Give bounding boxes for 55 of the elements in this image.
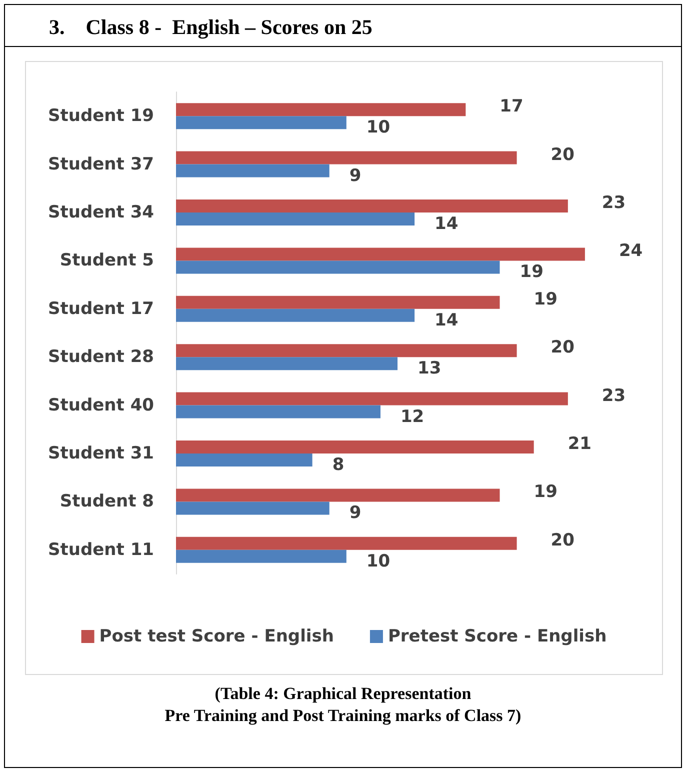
legend-label: Post test Score - English — [99, 626, 334, 646]
data-label: 9 — [349, 503, 362, 524]
bar — [176, 296, 500, 309]
data-label: 14 — [434, 310, 458, 330]
data-label: 17 — [500, 96, 524, 117]
data-label: 10 — [366, 118, 390, 138]
bar — [176, 164, 330, 178]
bar — [176, 260, 500, 274]
y-tick-label: Student 19 — [48, 106, 154, 126]
data-label: 10 — [366, 551, 390, 572]
y-tick-label: Student 11 — [48, 540, 154, 560]
bar — [176, 454, 312, 466]
bar — [176, 440, 534, 454]
y-tick-label: Student 37 — [48, 154, 154, 174]
data-label: 21 — [568, 434, 592, 454]
y-tick-label: Student 28 — [48, 347, 154, 368]
data-label: 19 — [534, 482, 558, 502]
y-tick-label: Student 8 — [60, 492, 154, 512]
bar — [176, 212, 415, 226]
data-label: 9 — [349, 166, 362, 186]
text: (Table 4: Graphical Representation — [214, 683, 472, 705]
bar — [176, 151, 517, 164]
bar — [176, 308, 415, 322]
bar — [176, 357, 398, 370]
bar — [176, 116, 346, 130]
data-label: 12 — [400, 406, 424, 427]
bar — [176, 392, 568, 406]
data-label: 19 — [534, 289, 558, 310]
bar — [176, 200, 568, 212]
y-tick-label: Student 17 — [48, 298, 154, 319]
bar — [176, 550, 346, 563]
data-label: 19 — [520, 262, 544, 282]
bar — [176, 488, 500, 502]
data-label: 14 — [434, 214, 458, 234]
y-tick-label: Student 40 — [48, 395, 154, 416]
data-label: 20 — [550, 338, 575, 358]
data-label: 8 — [332, 455, 344, 475]
data-label: 13 — [418, 358, 442, 379]
bar — [176, 248, 585, 261]
legend-label: Pretest Score - English — [388, 626, 607, 646]
y-tick-label: Student 34 — [48, 202, 154, 222]
bar — [176, 103, 466, 116]
y-tick-label: Student 31 — [48, 444, 154, 464]
bar — [176, 502, 330, 515]
text: Pre Training and Post Training marks of Class 7) — [164, 705, 522, 727]
data-label: 23 — [602, 193, 626, 213]
bar — [176, 536, 517, 550]
bar — [176, 344, 517, 358]
bar — [176, 405, 380, 418]
data-label: 20 — [550, 144, 575, 165]
data-label: 23 — [602, 386, 626, 406]
y-tick-label: Student 5 — [60, 250, 154, 271]
chart-title: 3. Class 8 - English – Scores on 25 — [5, 5, 681, 47]
data-label: 20 — [550, 530, 575, 550]
data-label: 24 — [618, 241, 643, 262]
